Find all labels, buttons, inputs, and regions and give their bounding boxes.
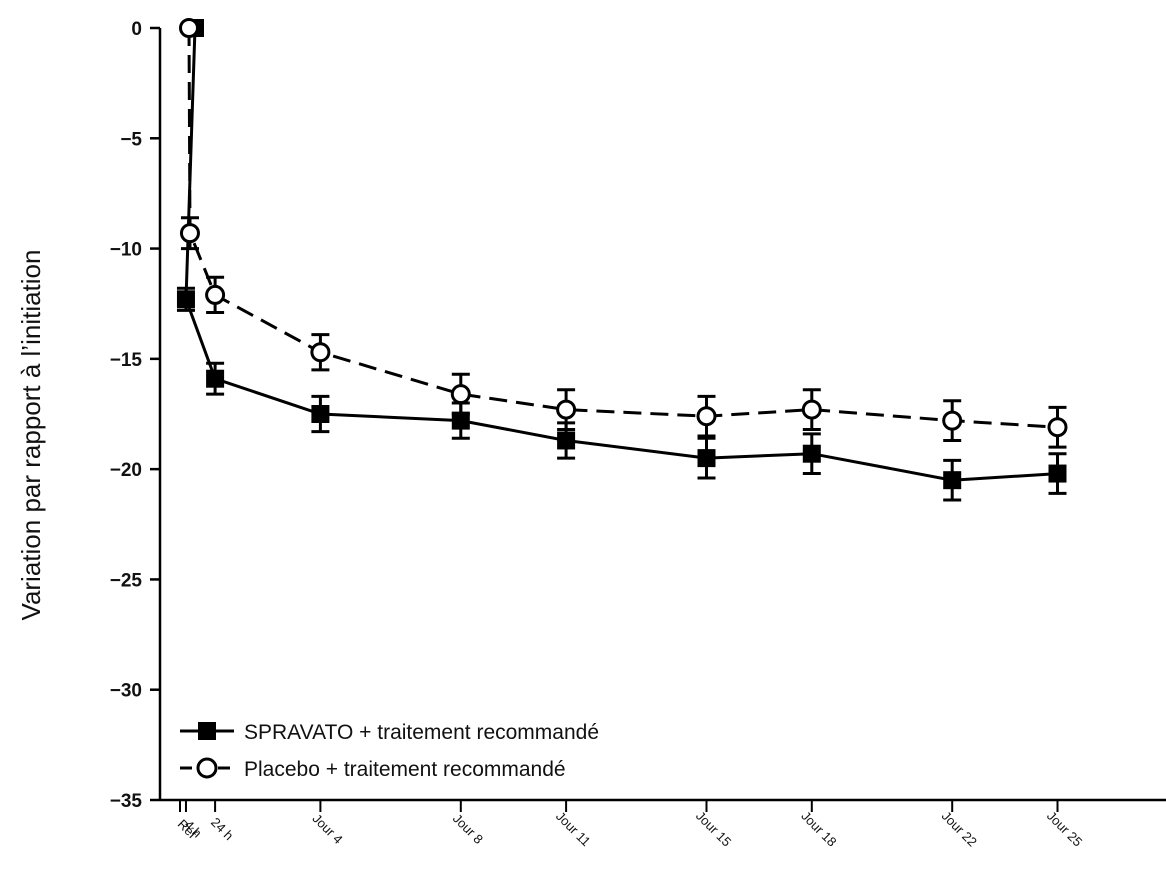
- placebo-point: [205, 284, 226, 305]
- placebo-point: [310, 342, 331, 363]
- spravato-point: [943, 471, 962, 490]
- placebo-point: [801, 399, 822, 420]
- legend: SPRAVATO + traitement recommandé Placebo …: [180, 721, 599, 781]
- spravato-point: [311, 405, 330, 423]
- y-tick-label: −10: [110, 240, 142, 261]
- spravato-point: [557, 431, 576, 450]
- spravato-point: [206, 369, 225, 388]
- x-tick-label: 24 h: [208, 815, 237, 844]
- y-tick-label: −20: [110, 460, 142, 481]
- placebo-point: [179, 223, 200, 244]
- y-tick-label: −35: [110, 791, 143, 812]
- placebo-point: [450, 384, 471, 405]
- y-tick-label: −25: [110, 570, 143, 591]
- series-spravato: [176, 19, 1067, 502]
- y-tick-label: −15: [110, 350, 143, 371]
- placebo-line: [187, 27, 1058, 429]
- x-tick-label: Jour 18: [798, 808, 839, 849]
- y-tick-label: 0: [131, 19, 142, 40]
- legend-label: SPRAVATO + traitement recommandé: [244, 721, 599, 744]
- spravato-line: [184, 27, 1058, 482]
- y-axis-label: Variation par rapport à l’initiation: [16, 250, 46, 621]
- spravato-point: [697, 449, 716, 468]
- x-tick-label: Jour 8: [450, 811, 486, 847]
- spravato-point: [1048, 464, 1067, 483]
- x-tick-label: Jour 25: [1044, 808, 1085, 849]
- placebo-point: [179, 18, 199, 38]
- x-tick-label: Jour 11: [553, 809, 594, 850]
- placebo-point: [1047, 417, 1068, 438]
- y-tick-label: −30: [110, 681, 142, 702]
- series-placebo: [179, 18, 1068, 449]
- placebo-point: [696, 406, 717, 427]
- legend-label: Placebo + traitement recommandé: [244, 758, 566, 781]
- axes: [150, 26, 1166, 812]
- legend-marker: [196, 757, 218, 779]
- y-tick-label: −5: [120, 129, 142, 150]
- legend-marker: [198, 722, 216, 740]
- spravato-point: [451, 411, 470, 430]
- x-tick-label: Jour 4: [310, 811, 346, 847]
- x-tick-label: Jour 15: [693, 808, 734, 849]
- x-tick-label: Jour 22: [939, 808, 980, 849]
- spravato-point: [176, 290, 195, 309]
- plot-area: [176, 18, 1068, 502]
- placebo-point: [942, 410, 963, 431]
- placebo-point: [556, 399, 577, 420]
- spravato-point: [802, 444, 821, 463]
